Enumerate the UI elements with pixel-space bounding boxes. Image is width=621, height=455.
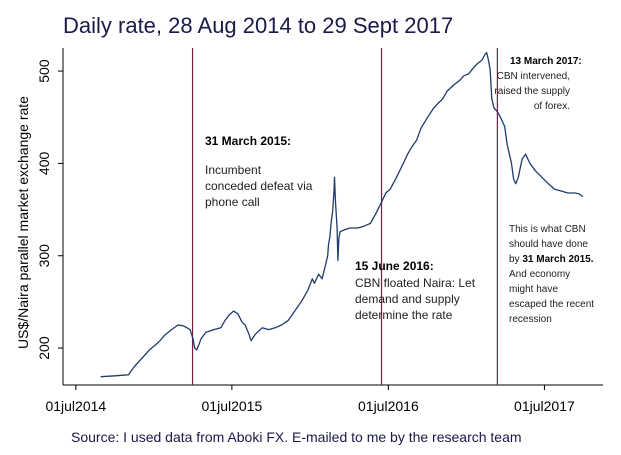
annotation-jun2016-line: determine the rate [355, 308, 453, 322]
annotation-mar2017-line: CBN intervened, [497, 71, 570, 82]
annotation-mar2015-heading: 31 March 2015: [205, 134, 291, 148]
annotation-should-date: 31 March 2015. [522, 254, 593, 265]
x-tick-label: 01jul2016 [358, 398, 419, 414]
x-tick-label: 01jul2014 [45, 398, 106, 414]
annotation-mar2017: 13 March 2017: CBN intervened, raised th… [494, 56, 581, 112]
annotation-mar2015: 31 March 2015: Incumbent conceded defeat… [205, 134, 313, 209]
annotation-jun2016-heading: 15 June 2016: [355, 259, 434, 273]
y-axis-label: US$/Naira parallel market exchange rate [15, 96, 31, 349]
event-lines [191, 48, 498, 385]
annotation-should-line: And economy [509, 269, 570, 280]
annotation-mar2017-line: of forex. [534, 101, 570, 112]
x-tick-label: 01jul2017 [514, 398, 575, 414]
y-tick-label: 500 [36, 59, 52, 83]
annotation-should-line: by 31 March 2015. [509, 254, 594, 265]
annotation-mar2015-line: conceded defeat via [205, 179, 313, 193]
axes: 200 300 400 500 01jul2014 01jul2015 01jul2016 0… [15, 48, 603, 414]
chart-title: Daily rate, 28 Aug 2014 to 29 Sept 2017 [63, 13, 453, 38]
annotation-jun2016: 15 June 2016: CBN floated Naira: Let dem… [355, 259, 476, 322]
x-tick-label: 01jul2015 [202, 398, 263, 414]
y-tick-label: 200 [36, 336, 52, 360]
series-line [100, 51, 584, 378]
y-tick-label: 300 [36, 244, 52, 268]
annotation-mar2015-line: Incumbent [205, 163, 262, 177]
annotation-should-line: recession [509, 314, 552, 325]
annotation-mar2015-line: phone call [205, 195, 260, 209]
annotation-jun2016-line: CBN floated Naira: Let [355, 276, 476, 290]
chart-source: Source: I used data from Aboki FX. E-mai… [71, 429, 522, 445]
annotation-mar2017-line: raised the supply [494, 86, 570, 97]
annotation-should-have: This is what CBN should have done by 31 … [509, 224, 594, 325]
annotation-mar2017-heading: 13 March 2017: [510, 56, 582, 67]
annotation-should-by: by [509, 254, 522, 265]
annotation-should-line: should have done [509, 239, 588, 250]
annotation-jun2016-line: demand and supply [355, 292, 460, 306]
annotation-should-line: might have [509, 284, 558, 295]
series-layer [100, 51, 584, 378]
annotation-should-line: This is what CBN [509, 224, 586, 235]
annotation-should-line: escaped the recent [509, 299, 594, 310]
y-tick-label: 400 [36, 152, 52, 176]
